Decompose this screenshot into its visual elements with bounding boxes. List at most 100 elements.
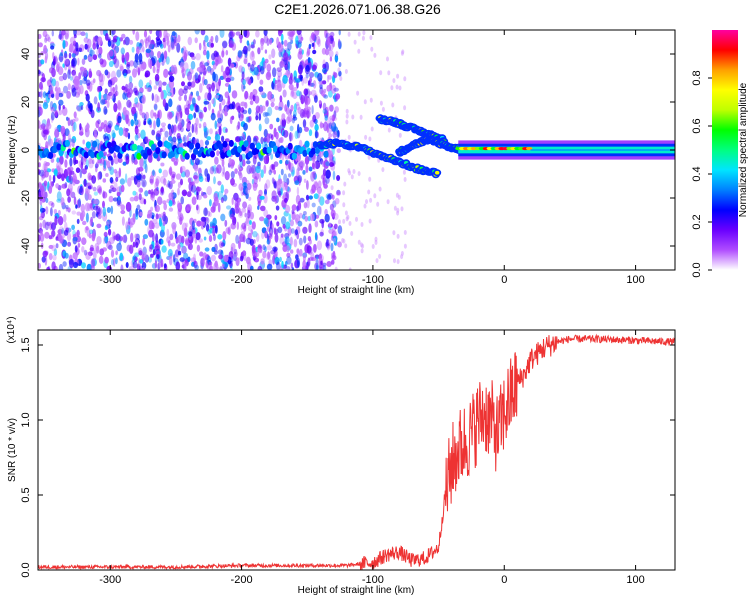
noise-blob <box>264 230 269 239</box>
noise-blob <box>76 104 79 111</box>
noise-blob <box>306 198 310 209</box>
noise-blob <box>93 96 98 105</box>
noise-blob <box>157 109 162 120</box>
noise-blob <box>59 235 64 244</box>
noise-blob <box>50 230 55 239</box>
noise-blob <box>342 202 346 208</box>
noise-blob <box>311 42 315 48</box>
noise-blob <box>44 251 49 256</box>
noise-blob <box>341 238 345 243</box>
noise-blob <box>198 42 202 51</box>
noise-blob <box>97 36 103 46</box>
noise-blob <box>75 235 82 243</box>
noise-blob <box>370 126 374 132</box>
noise-blob <box>163 215 168 225</box>
noise-blob <box>209 199 212 207</box>
noise-blob <box>311 105 314 115</box>
noise-blob <box>149 79 152 86</box>
noise-blob <box>324 199 330 205</box>
noise-blob <box>50 89 54 95</box>
noise-blob <box>44 231 50 239</box>
noise-blob <box>77 57 80 66</box>
noise-blob <box>286 256 292 265</box>
noise-blob <box>222 70 227 80</box>
noise-blob <box>215 88 219 96</box>
noise-blob <box>337 40 342 50</box>
noise-blob <box>199 83 203 93</box>
noise-blob <box>160 212 164 223</box>
noise-blob <box>365 199 368 205</box>
noise-blob <box>127 88 134 95</box>
noise-blob <box>99 79 104 87</box>
noise-blob <box>253 176 258 185</box>
noise-blob <box>44 55 48 64</box>
noise-blob <box>142 267 145 270</box>
noise-blob <box>176 132 181 139</box>
noise-blob <box>126 63 131 70</box>
noise-blob <box>156 130 162 138</box>
noise-blob <box>109 237 115 245</box>
noise-blob <box>222 165 225 175</box>
noise-blob <box>306 47 311 56</box>
noise-blob <box>138 79 144 89</box>
noise-blob <box>39 199 43 206</box>
noise-blob <box>138 45 143 54</box>
colorbar-gradient <box>712 30 738 270</box>
noise-blob <box>289 236 293 246</box>
noise-blob <box>142 234 148 240</box>
noise-blob <box>173 36 178 47</box>
noise-blob <box>159 30 162 38</box>
noise-blob <box>193 260 198 269</box>
noise-blob <box>162 221 166 227</box>
noise-blob <box>306 106 311 111</box>
noise-blob <box>79 168 83 179</box>
noise-blob <box>41 119 47 127</box>
noise-blob <box>180 178 183 186</box>
x-tick-label: 0 <box>501 274 507 286</box>
noise-blob <box>173 161 178 166</box>
noise-blob <box>56 191 62 202</box>
noise-blob <box>45 206 49 215</box>
carrier-blob <box>90 151 96 159</box>
noise-blob <box>266 100 269 107</box>
noise-blob <box>319 196 325 206</box>
noise-blob <box>364 134 368 140</box>
noise-blob <box>318 254 324 262</box>
noise-blob <box>293 238 298 248</box>
carrier-blob <box>184 152 190 160</box>
y-tick-label: 0.5 <box>20 487 32 502</box>
noise-blob <box>153 85 158 90</box>
noise-blob <box>180 166 183 174</box>
noise-blob <box>111 129 116 140</box>
noise-blob <box>246 256 251 265</box>
noise-blob <box>347 134 351 140</box>
colorbar-tick-label: 0.6 <box>691 118 703 133</box>
noise-blob <box>177 244 181 250</box>
noise-blob <box>179 118 185 128</box>
noise-blob <box>230 265 233 270</box>
noise-blob <box>73 121 77 132</box>
noise-blob <box>306 245 312 254</box>
noise-blob <box>314 123 319 132</box>
noise-blob <box>282 89 287 98</box>
noise-blob <box>50 45 55 50</box>
noise-blob <box>247 225 253 232</box>
noise-blob <box>199 139 204 150</box>
noise-blob <box>274 84 279 91</box>
noise-blob <box>309 35 314 43</box>
noise-blob <box>49 76 53 83</box>
noise-blob <box>241 222 247 230</box>
noise-blob <box>104 108 108 114</box>
noise-blob <box>297 106 302 115</box>
noise-blob <box>58 109 63 116</box>
noise-blob <box>347 31 351 37</box>
noise-blob <box>113 235 120 241</box>
noise-blob <box>206 136 212 141</box>
noise-blob <box>213 164 217 175</box>
noise-blob <box>146 87 152 93</box>
noise-blob <box>180 165 186 173</box>
noise-blob <box>281 113 286 121</box>
noise-blob <box>335 93 341 100</box>
noise-blob <box>304 95 309 105</box>
noise-blob <box>264 189 267 196</box>
